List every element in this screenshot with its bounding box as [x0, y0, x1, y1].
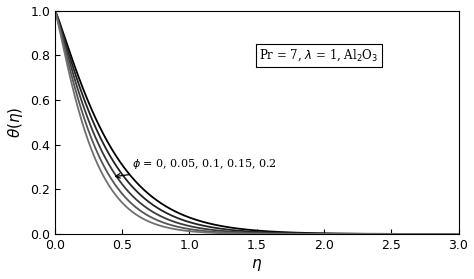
- X-axis label: $\eta$: $\eta$: [251, 258, 262, 273]
- Text: Pr = 7, $\lambda$ = 1, Al$_2$O$_3$: Pr = 7, $\lambda$ = 1, Al$_2$O$_3$: [259, 47, 379, 63]
- Text: $\phi$ = 0, 0.05, 0.1, 0.15, 0.2: $\phi$ = 0, 0.05, 0.1, 0.15, 0.2: [116, 157, 276, 178]
- Y-axis label: $\theta(\eta)$: $\theta(\eta)$: [6, 107, 25, 138]
